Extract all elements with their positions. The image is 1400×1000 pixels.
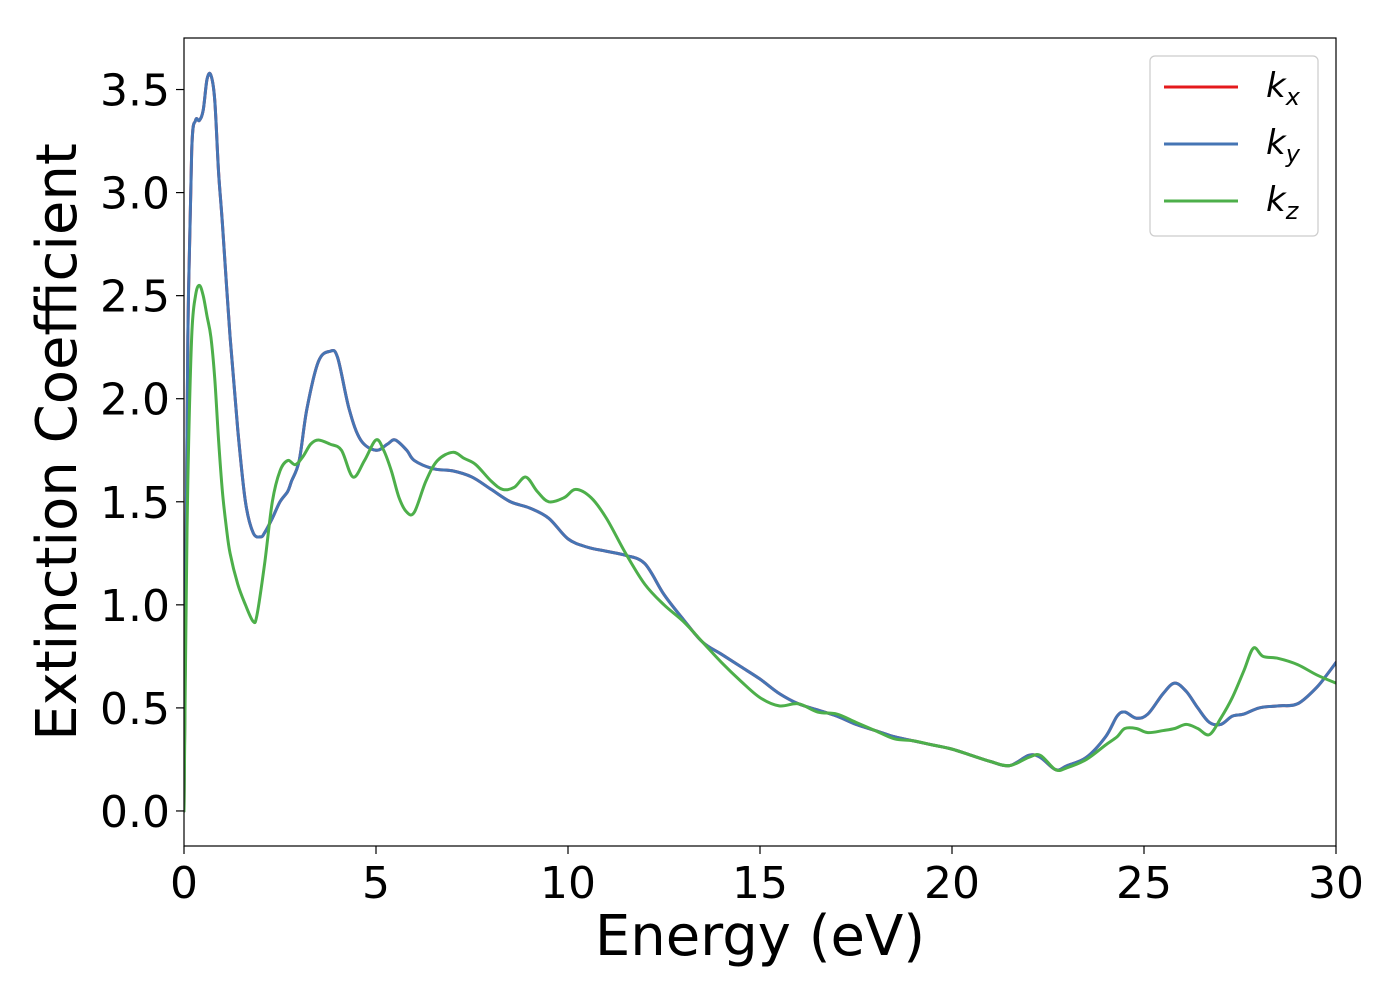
x-tick-label: 0 bbox=[170, 858, 198, 909]
x-tick-label: 25 bbox=[1116, 858, 1172, 909]
y-tick-label: 1.0 bbox=[100, 581, 170, 632]
y-tick-label: 2.0 bbox=[100, 375, 170, 426]
x-axis-ticks: 0 5 10 15 20 25 30 bbox=[170, 846, 1364, 909]
y-axis-title: Extinction Coefficient bbox=[25, 143, 90, 741]
y-axis-ticks: 0.0 0.5 1.0 1.5 2.0 2.5 3.0 3.5 bbox=[100, 66, 184, 838]
legend-frame bbox=[1149, 55, 1319, 237]
x-tick-label: 30 bbox=[1308, 858, 1364, 909]
legend-label-kx: kx bbox=[1266, 66, 1301, 111]
x-tick-label: 5 bbox=[362, 858, 390, 909]
x-tick-label: 10 bbox=[540, 858, 596, 909]
y-tick-label: 0.5 bbox=[100, 684, 170, 735]
series-line-ky bbox=[184, 71, 1336, 813]
legend: kx ky kz bbox=[1149, 55, 1319, 237]
y-tick-label: 3.0 bbox=[100, 169, 170, 220]
y-tick-label: 0.0 bbox=[100, 787, 170, 838]
x-axis-title: Energy (eV) bbox=[595, 904, 925, 969]
series-layer bbox=[184, 71, 1336, 813]
y-tick-label: 3.5 bbox=[100, 66, 170, 117]
x-tick-label: 20 bbox=[924, 858, 980, 909]
series-line-kz bbox=[184, 283, 1336, 813]
y-tick-label: 2.5 bbox=[100, 272, 170, 323]
x-tick-label: 15 bbox=[732, 858, 788, 909]
y-tick-label: 1.5 bbox=[100, 478, 170, 529]
legend-label-kz: kz bbox=[1266, 180, 1300, 225]
legend-label-ky: ky bbox=[1266, 123, 1301, 168]
